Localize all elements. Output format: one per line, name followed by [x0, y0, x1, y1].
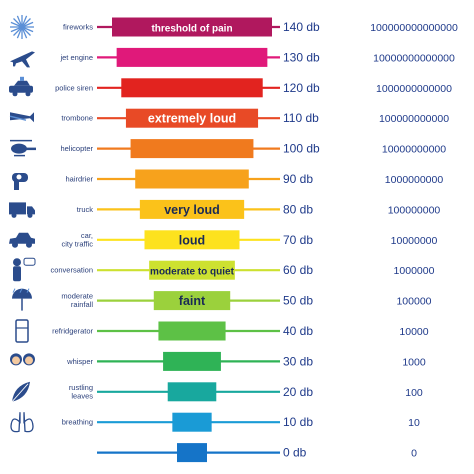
- jet-engine-icon: [10, 51, 35, 68]
- row-10-db: breathing 10 db 10: [62, 412, 420, 432]
- row-110-db: extremely loud trombone 110 db 100000000000: [61, 108, 449, 128]
- row-0-db: 0 db 0: [97, 443, 417, 463]
- db-label: 40 db: [283, 324, 313, 338]
- db-label: 100 db: [283, 142, 320, 156]
- source-label: helicopter: [60, 144, 93, 153]
- source-label: conversation: [50, 266, 93, 275]
- hairdrier-icon: [12, 173, 28, 190]
- source-label: breathing: [62, 418, 93, 427]
- db-label: 0 db: [283, 446, 307, 460]
- level-bar: [172, 412, 212, 432]
- row-130-db: jet engine 130 db 10000000000000: [59, 47, 455, 67]
- db-label: 90 db: [283, 172, 313, 186]
- row-50-db: faint moderate rainfall 50 db 100000: [61, 291, 432, 311]
- conversation-icon: [13, 257, 36, 282]
- level-bar: [149, 260, 235, 280]
- row-140-db: threshold of pain fireworks 140 db 10000000…: [63, 17, 458, 37]
- row-90-db: hairdrier 90 db 1000000000: [65, 169, 444, 189]
- db-label: 130 db: [283, 50, 320, 64]
- intensity-label: 10000: [399, 326, 428, 338]
- source-label: truck: [77, 205, 94, 214]
- intensity-label: 10: [408, 417, 420, 429]
- db-label: 70 db: [283, 233, 313, 247]
- rainfall-icon: [12, 288, 32, 311]
- band-label: moderate to quiet: [150, 267, 235, 278]
- lungs-icon: [10, 412, 34, 433]
- intensity-label: 100000000000: [379, 113, 449, 125]
- row-120-db: police siren 120 db 1000000000000: [55, 78, 452, 98]
- level-bar: [125, 108, 259, 128]
- intensity-label: 100000000: [388, 204, 441, 216]
- level-bar: [167, 382, 217, 402]
- level-bar: [177, 443, 207, 463]
- db-label: 110 db: [283, 111, 319, 125]
- whisper-icon: [10, 353, 35, 366]
- level-bar: [135, 169, 249, 189]
- leaves-icon: [11, 381, 30, 403]
- intensity-label: 100: [405, 387, 423, 399]
- source-label: fireworks: [63, 23, 93, 32]
- db-label: 20 db: [283, 385, 313, 399]
- level-bar: [139, 199, 245, 219]
- band-label: loud: [179, 233, 205, 247]
- source-label: whisper: [66, 357, 93, 366]
- intensity-label: 1000000000000: [376, 83, 452, 95]
- intensity-label: 1000000: [394, 265, 435, 277]
- db-label: 140 db: [283, 20, 320, 34]
- level-bar: [112, 17, 272, 37]
- band-label: extremely loud: [148, 112, 236, 126]
- level-bar: [121, 78, 263, 98]
- row-80-db: very loud truck 80 db 100000000: [77, 199, 441, 219]
- intensity-label: 100000000000000: [370, 22, 458, 34]
- helicopter-icon: [10, 139, 36, 157]
- intensity-label: 10000000000: [382, 144, 446, 156]
- level-bar: [130, 139, 254, 159]
- db-label: 50 db: [283, 294, 313, 308]
- level-bar: [158, 321, 226, 341]
- source-icons: [9, 15, 36, 433]
- source-label: hairdrier: [65, 175, 93, 184]
- source-label: jet engine: [59, 53, 93, 62]
- level-bar: [163, 351, 221, 371]
- level-bar: [116, 47, 268, 67]
- fireworks-icon: [10, 15, 34, 39]
- car-icon: [9, 232, 35, 248]
- db-label: 10 db: [283, 415, 313, 429]
- level-bar: [144, 230, 240, 250]
- level-bar: [153, 291, 231, 311]
- row-100-db: helicopter 100 db 10000000000: [60, 139, 446, 159]
- refrigerator-icon: [15, 319, 29, 343]
- intensity-label: 10000000: [391, 235, 438, 247]
- source-label: refridgerator: [52, 327, 93, 336]
- db-label: 60 db: [283, 263, 313, 277]
- row-20-db: rustling leaves 20 db 100: [69, 382, 423, 402]
- band-label: faint: [179, 294, 206, 308]
- trombone-icon: [9, 112, 34, 123]
- row-40-db: refridgerator 40 db 10000: [52, 321, 429, 341]
- row-70-db: loud car, city traffic 70 db 10000000: [61, 230, 438, 250]
- band-label: threshold of pain: [151, 24, 232, 35]
- intensity-label: 10000000000000: [373, 52, 455, 64]
- police-siren-icon: [9, 76, 33, 97]
- db-label: 30 db: [283, 354, 313, 368]
- source-label: rustling leaves: [69, 383, 93, 401]
- intensity-label: 0: [411, 448, 417, 460]
- row-60-db: moderate to quiet conversation 60 db 100000…: [50, 260, 435, 280]
- row-30-db: whisper 30 db 1000: [66, 351, 426, 371]
- band-label: very loud: [164, 203, 220, 217]
- source-label: trombone: [61, 114, 93, 123]
- intensity-label: 100000: [396, 296, 431, 308]
- intensity-label: 1000000000: [385, 174, 444, 186]
- db-label: 80 db: [283, 202, 313, 216]
- truck-icon: [9, 202, 35, 218]
- source-label: police siren: [55, 83, 93, 92]
- db-label: 120 db: [283, 81, 320, 95]
- source-label: car, city traffic: [61, 231, 93, 249]
- intensity-label: 1000: [402, 356, 426, 368]
- source-label: moderate rainfall: [61, 292, 93, 310]
